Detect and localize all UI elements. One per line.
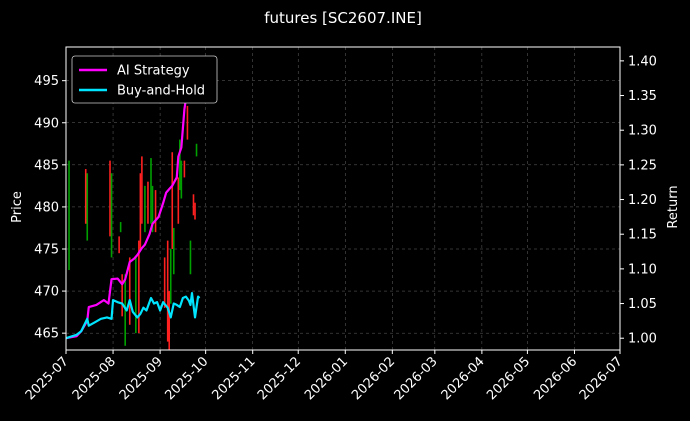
x-tick-label: 2026-05 [484,354,533,403]
legend-box [71,55,218,104]
y-right-tick-label: 1.35 [628,89,657,104]
y-axis-left: 465 470 475 480 485 490 495 [34,74,66,342]
y-left-tick-label: 495 [34,74,59,89]
candle [121,274,123,317]
x-tick-label: 2025-08 [70,354,119,403]
y-right-tick-label: 1.05 [628,297,657,312]
candle [84,169,87,224]
x-tick-label: 2026-02 [349,354,398,403]
y-axis-right-label: Return [666,185,681,228]
chart-title: futures [SC2607.INE] [264,9,422,27]
candle [168,291,171,350]
y-left-tick-label: 470 [34,285,59,300]
x-tick-label: 2026-04 [439,354,488,403]
chart-title-text: futures [SC2607.INE] [264,9,422,27]
candle [195,143,198,157]
candle [172,227,175,275]
candle [128,257,131,325]
x-axis: 2025-072025-082025-092025-102025-112025-… [23,350,626,403]
candle [139,173,142,249]
plot-frame [65,46,621,351]
candle [189,240,192,275]
x-tick-label: 2026-01 [302,354,351,403]
y-left-tick-label: 475 [34,243,59,258]
candle [183,160,186,178]
y-left-tick-label: 490 [34,116,59,131]
x-tick-label: 2026-06 [531,354,580,403]
candle [138,240,140,334]
candle [163,257,166,308]
y-right-tick-label: 1.40 [628,54,657,69]
series-lines [65,64,201,340]
candle [141,156,143,224]
x-tick-label: 2025-10 [162,354,211,403]
candle [68,160,70,271]
candle [86,173,89,241]
candle [179,139,181,191]
y-right-tick-label: 1.15 [628,228,657,243]
x-tick-label: 2025-07 [23,354,72,403]
y-axis-left-label: Price [10,191,25,223]
series-line-ai-strategy [65,64,200,340]
y-right-tick-label: 1.25 [628,158,657,173]
candle [151,185,154,233]
candle [169,249,172,304]
candle [150,158,152,224]
candle [118,236,120,254]
x-tick-label: 2026-07 [577,354,626,403]
candle [154,190,157,233]
candle [109,160,111,237]
legend-label: Buy-and-Hold [117,84,205,99]
candle [180,160,183,199]
candle [177,177,180,224]
y-axis-right: 1.00 1.05 1.10 1.15 1.20 1.25 1.30 1.35 1.40 [620,54,657,347]
x-tick-label: 2025-09 [117,354,166,403]
legend: AI Strategy Buy-and-Hold [71,55,218,104]
y-left-tick-label: 465 [34,327,59,342]
y-right-tick-label: 1.20 [628,193,657,208]
y-left-tick-label: 480 [34,200,59,215]
candle [119,222,122,233]
candle [171,152,174,249]
x-tick-label: 2025-12 [255,354,304,403]
candle [147,181,149,224]
y-left-tick-label: 485 [34,158,59,173]
candle [166,240,169,342]
candle [192,194,195,216]
x-tick-label: 2025-11 [209,354,258,403]
candle [186,105,189,140]
series-line-buy-and-hold [65,292,201,340]
y-right-tick-label: 1.00 [628,332,657,347]
candle [135,257,137,334]
candle [110,173,113,258]
y-right-tick-label: 1.30 [628,124,657,139]
y-right-tick-label: 1.10 [628,262,657,277]
x-tick-label: 2026-03 [392,354,441,403]
candle [144,185,146,233]
candle [194,202,196,220]
legend-label: AI Strategy [117,64,190,79]
